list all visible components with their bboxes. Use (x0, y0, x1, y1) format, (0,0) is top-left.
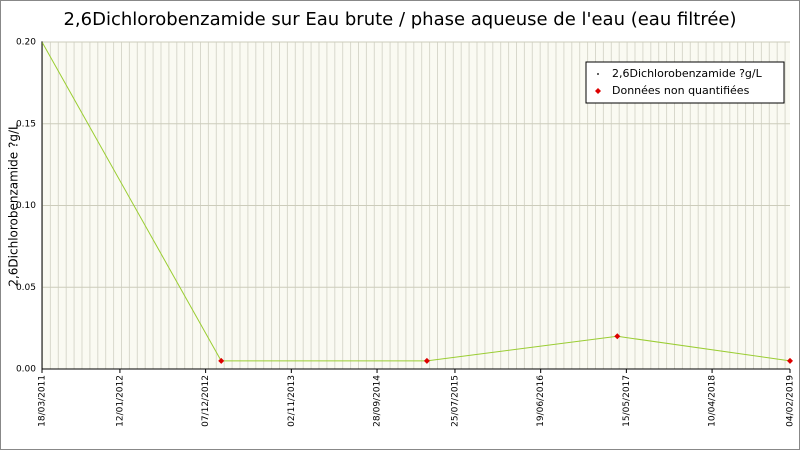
y-axis-title: 2,6Dichlorobenzamide ?g/L (7, 123, 21, 287)
x-tick-label: 10/04/2018 (708, 375, 718, 427)
y-tick-label: 0.05 (16, 283, 36, 293)
unquantified-marker (423, 357, 430, 364)
x-tick-label: 12/01/2012 (115, 375, 125, 427)
x-tick-label: 25/07/2015 (450, 375, 460, 427)
x-tick-label: 15/05/2017 (622, 375, 632, 427)
chart-title: 2,6Dichlorobenzamide sur Eau brute / pha… (63, 9, 736, 30)
y-tick-label: 0.20 (16, 38, 36, 48)
y-tick-label: 0.15 (16, 119, 36, 129)
unquantified-marker (787, 357, 793, 364)
y-tick-label: 0.10 (16, 201, 36, 211)
x-tick-label: 04/02/2019 (786, 375, 796, 427)
unquantified-marker (614, 333, 621, 340)
y-tick-label: 0.00 (16, 365, 36, 375)
point (41, 41, 43, 43)
x-tick-label: 19/06/2016 (536, 375, 546, 427)
legend-symbol (595, 88, 601, 94)
unquantified-marker (218, 357, 225, 364)
x-tick-label: 18/03/2011 (38, 375, 48, 427)
legend-label: 2,6Dichlorobenzamide ?g/L (612, 67, 763, 80)
x-tick-label: 28/09/2014 (373, 375, 383, 427)
legend: 2,6Dichlorobenzamide ?g/L Données non qua… (585, 61, 785, 104)
legend-box (585, 61, 785, 104)
legend-label: Données non quantifiées (612, 84, 750, 97)
x-tick-label: 07/12/2012 (201, 375, 211, 427)
legend-symbol (597, 73, 599, 75)
x-tick-label: 02/11/2013 (287, 375, 297, 427)
